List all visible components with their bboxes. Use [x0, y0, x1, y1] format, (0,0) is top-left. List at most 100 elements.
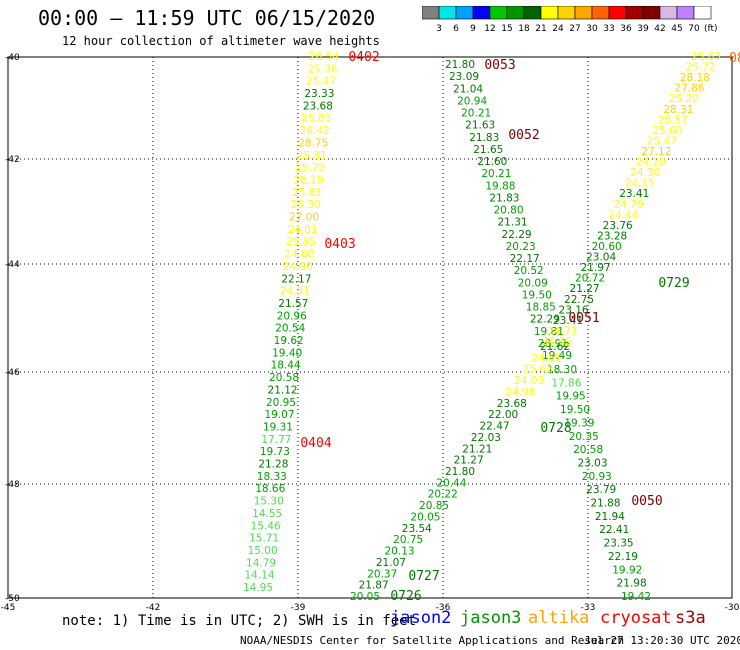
lat-label: -42: [5, 155, 20, 165]
swh-value-jason3: 24.44: [608, 209, 638, 221]
scale-tick-label: 3: [436, 24, 442, 34]
swh-value-jason3: 20.22: [428, 489, 458, 501]
swh-value-s3a: 25.47: [306, 76, 336, 88]
swh-value-jason3: 21.07: [376, 557, 406, 569]
swh-value-jason3: 28.18: [680, 72, 710, 84]
legend-cryosat: cryosat: [600, 608, 672, 628]
pass-time-label: 0728: [540, 421, 571, 436]
swh-value-jason3: 21.80: [445, 466, 475, 478]
scale-tick-label: 33: [603, 24, 614, 34]
swh-value-s3a: 24.01: [287, 224, 317, 236]
map-frame: [7, 56, 733, 599]
pass-time-label: 0404: [300, 436, 331, 451]
swh-value-s3a: 25.31: [297, 150, 327, 162]
scale-tick-label: 24: [552, 24, 564, 34]
swh-value-cryosat: 20.93: [582, 471, 612, 483]
swh-value-jason3: 23.41: [553, 315, 583, 327]
swh-value-jason3: 23.04: [586, 252, 616, 264]
swh-value-jason3: 24.79: [614, 199, 644, 211]
swh-value-s3a: 21.57: [278, 298, 308, 310]
swh-value-jason3: 23.41: [619, 188, 649, 200]
scale-unit: (ft): [704, 24, 718, 34]
swh-value-jason3: 24.03: [514, 375, 544, 387]
swh-value-jason3: 22.75: [564, 294, 594, 306]
scale-swatch: [693, 6, 712, 20]
swh-value-cryosat: 21.88: [590, 498, 620, 510]
swh-value-cryosat: 23.03: [577, 457, 607, 469]
swh-value-s3a: 21.12: [268, 384, 298, 396]
swh-value-cryosat: 19.50: [522, 289, 552, 301]
swh-value-cryosat: 19.81: [534, 326, 564, 338]
swh-value-cryosat: 22.41: [599, 524, 629, 536]
swh-value-s3a: 25.81: [292, 187, 322, 199]
swh-value-s3a: 26.42: [300, 125, 330, 137]
swh-value-s3a: 25.70: [295, 162, 325, 174]
wave-height-map: -40 -42 -44 -46 -48 -50-45 -42 -39 -36 -33 -30 26.5…: [1, 50, 740, 612]
pass-time-label: 0727: [408, 569, 439, 584]
swh-value-cryosat: 21.63: [465, 120, 495, 132]
lon-label: -45: [1, 603, 16, 612]
swh-value-jason3: 21.21: [462, 443, 492, 455]
swh-value-s3a: 25.85: [286, 236, 316, 248]
swh-value-s3a: 25.36: [307, 63, 337, 75]
swh-value-jason3: 24.20: [636, 157, 666, 169]
swh-value-s3a: 20.54: [275, 323, 305, 335]
swh-value-s3a: 15.71: [249, 533, 279, 545]
pass-time-label: 0052: [508, 128, 539, 143]
swh-value-s3a: 18.44: [271, 360, 301, 372]
scale-tick-label: 30: [586, 24, 598, 34]
swh-value-jason3: 21.62: [540, 341, 570, 353]
pass-time-label: 08: [729, 51, 740, 66]
swh-value-jason3: 20.60: [592, 241, 622, 253]
swh-value-cryosat: 21.94: [595, 511, 625, 523]
swh-value-cryosat: 22.29: [530, 314, 560, 326]
swh-value-jason3: 24.36: [630, 167, 660, 179]
lon-label: -39: [291, 603, 306, 612]
lat-label: -50: [5, 594, 20, 604]
pass-time-label: 0053: [484, 58, 515, 73]
swh-value-cryosat: 18.85: [526, 302, 556, 314]
page-subtitle: 12 hour collection of altimeter wave hei…: [62, 34, 380, 48]
swh-value-s3a: 20.58: [269, 372, 299, 384]
swh-value-s3a: 18.66: [255, 483, 285, 495]
swh-value-jason3: 25.63: [691, 51, 721, 63]
lat-label: -40: [5, 53, 20, 63]
swh-value-cryosat: 22.17: [510, 253, 540, 265]
swh-value-jason3: 24.98: [505, 386, 535, 398]
swh-value-cryosat: 19.49: [542, 350, 572, 362]
swh-value-cryosat: 21.80: [445, 59, 475, 71]
swh-value-jason3: 22.00: [488, 409, 518, 421]
swh-value-s3a: 19.07: [264, 409, 294, 421]
swh-value-s3a: 24.31: [280, 286, 310, 298]
swh-value-s3a: 14.95: [243, 582, 273, 594]
swh-value-s3a: 18.33: [257, 471, 287, 483]
swh-value-cryosat: 19.50: [560, 404, 590, 416]
swh-value-jason3: 20.37: [367, 568, 397, 580]
lat-label: -46: [5, 368, 20, 378]
swh-value-jason3: 20.72: [575, 273, 605, 285]
lon-label: -30: [725, 603, 740, 612]
swh-value-s3a: 15.30: [254, 496, 284, 508]
swh-value-jason3: 22.47: [480, 421, 510, 433]
lon-label: -36: [436, 603, 451, 612]
swh-value-jason3: 26.57: [658, 114, 688, 126]
scale-tick-label: 21: [535, 24, 546, 34]
swh-value-jason3: 20.13: [385, 546, 415, 558]
swh-value-cryosat: 21.31: [498, 217, 528, 229]
swh-value-cryosat: 21.83: [469, 132, 499, 144]
swh-value-s3a: 14.14: [245, 570, 275, 582]
swh-value-cryosat: 21.83: [489, 192, 519, 204]
swh-value-s3a: 26.54: [309, 51, 339, 63]
scale-tick-label: 27: [569, 24, 580, 34]
swh-value-jason3: 25.72: [685, 62, 715, 74]
swh-value-jason3: 20.05: [410, 511, 440, 523]
swh-value-jason3: 24.61: [531, 352, 561, 364]
swh-value-jason3: 27.12: [641, 146, 671, 158]
swh-value-cryosat: 20.09: [518, 277, 548, 289]
swh-value-cryosat: 22.19: [608, 551, 638, 563]
scale-tick-label: 18: [518, 24, 530, 34]
swh-value-jason3: 27.86: [674, 83, 704, 95]
legend-jason3: jason3: [460, 608, 522, 628]
color-scale: 3 6 9 12 15 18 21 24 27 30 33 36 39 42 45 70 (ft): [422, 6, 718, 34]
swh-value-s3a: 28.75: [298, 137, 328, 149]
